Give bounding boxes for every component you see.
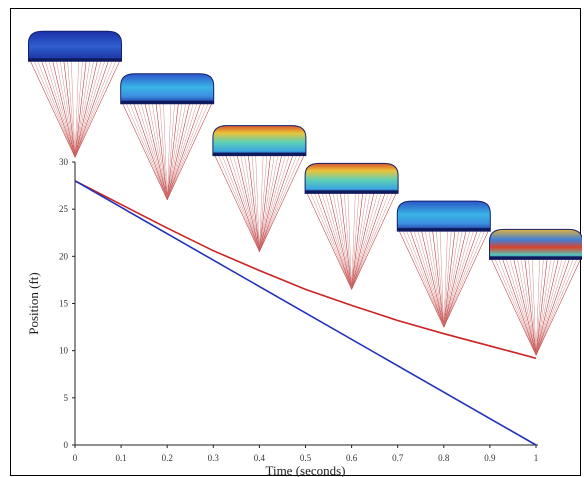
y-tick-label: 0 [64,440,69,450]
y-tick-label: 15 [59,299,69,309]
canopy-skirt [305,190,399,194]
figure-frame: 0 0.1 0.2 0.3 0.4 0.5 0.6 0.7 0.8 0.9 1 0 5 10 15 20 25 3… [10,8,582,477]
canopy-skirt [212,152,306,156]
x-tick-label: 0.3 [208,453,220,463]
x-axis-title: Time (seconds) [265,463,345,477]
x-tick-label: 0.6 [346,453,358,463]
y-tick-label: 25 [59,204,69,214]
vent-gap [72,61,78,152]
position-time-chart: 0 0.1 0.2 0.3 0.4 0.5 0.6 0.7 0.8 0.9 105101520253… [26,30,582,477]
vent-gap [533,259,539,350]
x-tick-label: 0.1 [115,453,126,463]
parachute-4 [304,162,399,290]
canopy-skirt [120,100,214,104]
parachute-5 [396,200,491,328]
x-tick-label: 0.8 [438,453,450,463]
canopy [212,125,307,157]
y-axis-title: Position (ft) [26,272,41,334]
vent-gap [164,103,171,194]
canopy [489,228,582,260]
y-tick-label: 5 [64,393,69,403]
parachute-2 [120,73,215,200]
canopy [396,200,491,232]
parachute-3 [212,125,307,252]
parachute-rigging [399,230,489,328]
canopy [120,73,215,105]
canopy-skirt [489,256,582,260]
vent-gap [440,231,447,322]
x-tick-label: 1 [534,453,539,463]
x-tick-label: 0.2 [162,453,173,463]
parachute-rigging [306,193,397,290]
series-layer [74,180,537,446]
y-tick-label: 30 [59,157,69,167]
x-tick-label: 0.5 [300,453,312,463]
x-tick-label: 0.9 [484,453,496,463]
series-line-2 [74,180,537,446]
x-tick-label: 0 [73,453,78,463]
parachute-1 [28,30,122,158]
parachute-layer [28,30,582,356]
vent-gap [256,155,263,246]
canopy-skirt [397,228,491,232]
canopy [28,30,122,62]
y-tick-label: 20 [59,251,69,261]
axes: 0 0.1 0.2 0.3 0.4 0.5 0.6 0.7 0.8 0.9 105101520253… [59,157,538,463]
canopy-skirt [28,58,122,62]
series-line-1 [74,180,537,359]
y-tick-label: 10 [59,346,69,356]
canopy [304,162,399,194]
x-tick-label: 0.7 [392,453,404,463]
parachute-6 [489,228,582,356]
x-tick-label: 0.4 [254,453,266,463]
vent-gap [348,193,355,284]
